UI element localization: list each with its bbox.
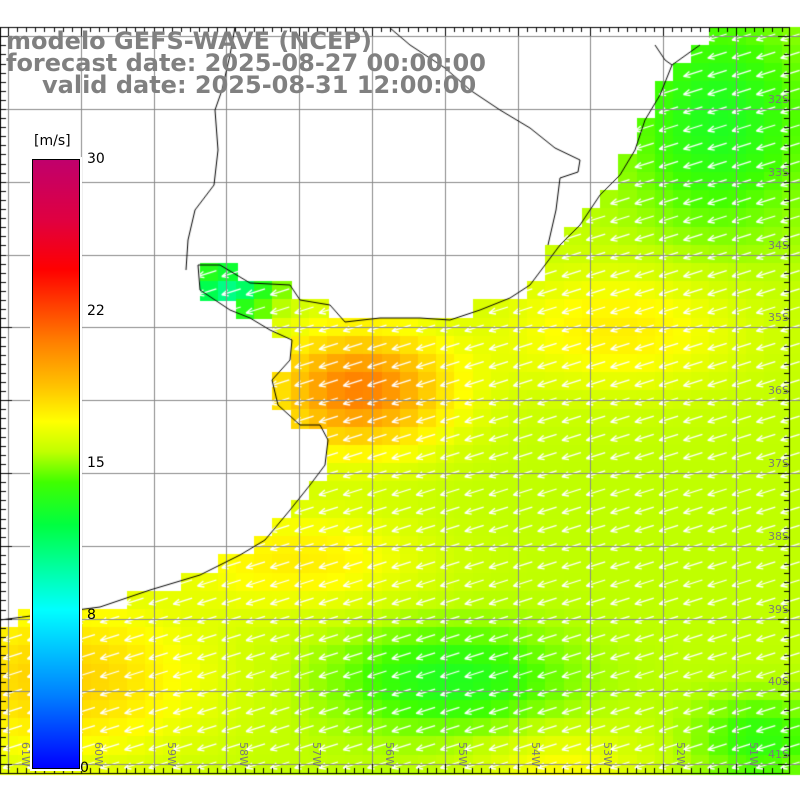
latitude-label: 40S xyxy=(768,675,789,689)
latitude-label: 37S xyxy=(768,457,789,470)
model-title: modelo GEFS-WAVE (NCEP) xyxy=(6,27,372,55)
colorbar xyxy=(30,157,82,771)
latitude-label: 35S xyxy=(768,311,789,325)
colorbar-unit: [m/s] xyxy=(34,133,71,149)
forecast-date: forecast date: 2025-08-27 00:00:00 xyxy=(6,49,486,77)
latitude-label: 36S xyxy=(768,384,789,398)
colorbar-tick: 0 xyxy=(80,760,89,776)
longitude-label: 60W xyxy=(91,742,105,767)
latitude-label: 38S xyxy=(768,529,789,543)
latitude-label: 39S xyxy=(768,602,789,616)
longitude-label: 57W xyxy=(310,742,324,767)
colorbar-tick: 15 xyxy=(87,455,105,471)
latitude-label: 33S xyxy=(768,165,789,179)
longitude-label: 51W xyxy=(747,742,760,767)
latitude-label: 41S xyxy=(768,748,789,762)
longitude-label: 56W xyxy=(383,742,396,767)
longitude-label: 59W xyxy=(164,742,178,767)
longitude-label: 52W xyxy=(674,742,688,767)
latitude-label: 32S xyxy=(768,93,789,106)
colorbar-tick: 22 xyxy=(87,303,105,319)
longitude-label: 61W xyxy=(19,742,32,767)
colorbar-tick: 8 xyxy=(87,607,96,623)
longitude-label: 53W xyxy=(601,742,615,767)
longitude-label: 58W xyxy=(237,742,251,767)
colorbar-tick: 30 xyxy=(87,151,105,167)
latitude-label: 34S xyxy=(768,238,789,252)
longitude-label: 54W xyxy=(528,742,542,767)
valid-date: valid date: 2025-08-31 12:00:00 xyxy=(42,71,477,99)
longitude-label: 55W xyxy=(455,742,469,767)
